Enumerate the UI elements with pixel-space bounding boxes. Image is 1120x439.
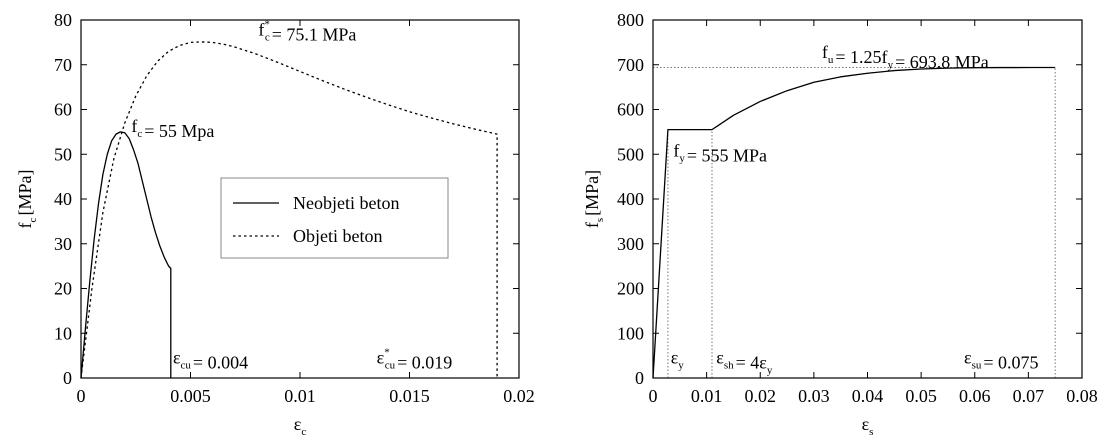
annotation-2: εy [671, 348, 685, 372]
x-tick-label-2: 0.01 [284, 386, 316, 406]
svg-text:εsu= 0.075: εsu = 0.075 [964, 348, 1039, 373]
steel-chart: 0 0.01 0.02 0.03 0.04 0.05 0.06 0.07 0.08 0 100 200… [582, 10, 1098, 438]
x-tick-label-2: 0.02 [745, 386, 777, 406]
concrete-chart: 0 0.005 0.01 0.015 0.02 0 10 20 30 40 50 60 70 80 εc fc… [15, 10, 535, 438]
svg-text:εy: εy [671, 348, 685, 372]
annotation-1: fy = 555 MPa [673, 140, 767, 165]
annotation-0: fu = 1.25fy = 693.8 MPa [822, 42, 989, 72]
y-tick-label-0: 0 [635, 368, 644, 388]
y-tick-label-1: 100 [617, 323, 644, 343]
x-tick-label-4: 0.04 [852, 386, 884, 406]
legend-label-0: Neobjeti beton [293, 193, 399, 213]
series-line-1 [80, 41, 498, 379]
x-tick-label-0: 0 [77, 386, 86, 406]
svg-text:εsh= 4εy: εsh = 4εy [716, 348, 773, 377]
annotation-3: ε* cu = 0.019 [377, 347, 453, 373]
y-axis-label: fs[MPa] [582, 170, 606, 228]
annotation-1: f* c = 75.1 MPa [258, 19, 356, 45]
svg-text:fc= 55 Mpa: fc = 55 Mpa [131, 116, 214, 141]
annotation-4: εsu = 0.075 [964, 348, 1039, 373]
x-axis-label: εc [294, 414, 307, 438]
y-axis-label: fc[MPa] [15, 170, 39, 229]
svg-text:εcu= 0.004: εcu = 0.004 [173, 348, 248, 373]
x-tick-label-1: 0.01 [691, 386, 723, 406]
y-tick-label-7: 700 [617, 55, 644, 75]
y-tick-label-1: 10 [54, 323, 72, 343]
series-line-0 [80, 131, 172, 379]
x-tick-label-3: 0.015 [389, 386, 430, 406]
annotation-3: εsh = 4εy [716, 348, 773, 377]
y-tick-label-4: 400 [617, 189, 644, 209]
y-tick-label-8: 800 [617, 10, 644, 30]
y-tick-label-3: 300 [617, 234, 644, 254]
x-tick-label-8: 0.08 [1066, 386, 1098, 406]
y-tick-label-5: 50 [54, 144, 72, 164]
x-tick-label-0: 0 [649, 386, 658, 406]
x-tick-label-4: 0.02 [503, 386, 535, 406]
x-tick-label-6: 0.06 [959, 386, 991, 406]
legend-label-1: Objeti beton [293, 226, 382, 246]
svg-text:ε*cu= 0.019: ε* cu = 0.019 [377, 347, 453, 373]
y-tick-label-6: 600 [617, 100, 644, 120]
y-tick-label-6: 60 [54, 100, 72, 120]
svg-text:f*c= 75.1 MPa: f* c = 75.1 MPa [258, 19, 356, 45]
x-tick-label-1: 0.005 [170, 386, 211, 406]
svg-text:fy= 555 MPa: fy = 555 MPa [673, 140, 767, 165]
x-tick-label-3: 0.03 [798, 386, 830, 406]
annotation-0: fc = 55 Mpa [131, 116, 214, 141]
legend-box [220, 177, 449, 259]
y-tick-label-8: 80 [54, 10, 72, 30]
annotation-2: εcu = 0.004 [173, 348, 248, 373]
y-tick-label-7: 70 [54, 55, 72, 75]
y-tick-label-2: 20 [54, 279, 72, 299]
x-tick-label-7: 0.07 [1013, 386, 1045, 406]
x-axis-label: εs [862, 414, 874, 438]
svg-text:fu= 1.25fy= 693.8 MPa: fu = 1.25fy = 693.8 MPa [822, 42, 989, 72]
y-tick-label-0: 0 [63, 368, 72, 388]
y-tick-label-4: 40 [54, 189, 72, 209]
y-tick-label-2: 200 [617, 279, 644, 299]
y-tick-label-5: 500 [617, 144, 644, 164]
x-tick-label-5: 0.05 [905, 386, 937, 406]
y-tick-label-3: 30 [54, 234, 72, 254]
legend: Neobjeti beton Objeti beton [220, 177, 449, 259]
series-line-0 [652, 66, 1056, 379]
